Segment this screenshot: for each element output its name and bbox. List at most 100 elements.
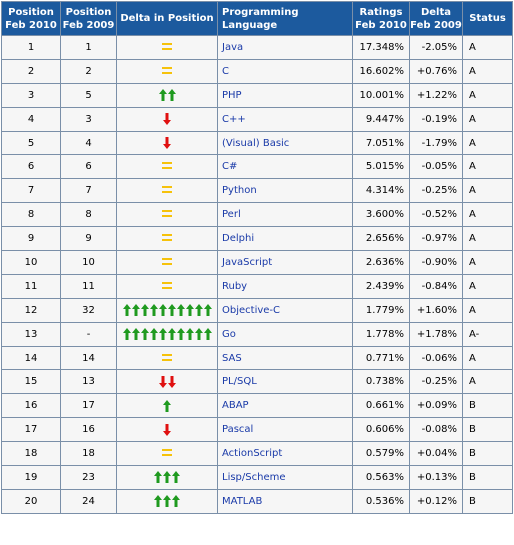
position-2009-cell: 6 [61,155,116,179]
language-link[interactable]: Python [218,179,352,203]
position-2009-cell: - [61,322,116,346]
language-ranking-table: Position Feb 2010 Position Feb 2009 Delt… [1,1,513,514]
position-2010-cell: 15 [2,370,60,394]
delta-cell: +0.12% [410,489,462,513]
status-cell: A [463,59,512,83]
position-2009-cell: 3 [61,107,116,131]
header-ratings[interactable]: Ratings Feb 2010 [353,2,409,35]
language-link[interactable]: Java [218,36,352,59]
up-arrow-icon [140,328,149,341]
status-cell: B [463,394,512,418]
table-row: 6 6 C# 5.015% -0.05% A [2,155,512,179]
rating-cell: 16.602% [353,59,409,83]
position-2010-cell: 10 [2,251,60,274]
header-delta-2009[interactable]: Delta Feb 2009 [410,2,462,35]
delta-cell: +0.13% [410,466,462,489]
language-link[interactable]: Lisp/Scheme [218,466,352,489]
up-arrow-icon [163,495,171,508]
position-2009-cell: 32 [61,298,116,322]
delta-cell: +1.78% [410,322,462,346]
up-arrow-icon [149,328,158,341]
language-link[interactable]: Objective-C [218,298,352,322]
up-arrow-icon [185,328,194,341]
table-row: 13- Go 1.778% +1.78% A- [2,322,512,346]
position-2009-cell: 11 [61,274,116,298]
rating-cell: 3.600% [353,203,409,227]
up-arrows-icon [163,399,171,412]
up-arrow-icon [122,328,131,341]
status-cell: A [463,346,512,370]
delta-position-cell [117,418,217,442]
position-2009-cell: 8 [61,203,116,227]
up-arrow-icon [158,89,167,102]
language-link[interactable]: Delphi [218,227,352,251]
position-2009-cell: 5 [61,83,116,107]
language-link[interactable]: JavaScript [218,251,352,274]
header-status[interactable]: Status [463,2,512,35]
delta-position-cell [117,107,217,131]
language-link[interactable]: PL/SQL [218,370,352,394]
position-2010-cell: 11 [2,274,60,298]
delta-position-cell [117,227,217,251]
up-arrow-icon [149,304,158,317]
equal-icon [162,258,172,266]
delta-cell: -0.05% [410,155,462,179]
language-link[interactable]: C [218,59,352,83]
table-row: 8 8 Perl 3.600% -0.52% A [2,203,512,227]
position-2009-cell: 24 [61,489,116,513]
up-arrow-icon [185,304,194,317]
status-cell: B [463,442,512,466]
language-link[interactable]: Pascal [218,418,352,442]
up-arrow-icon [172,495,180,508]
language-link[interactable]: C++ [218,107,352,131]
position-2010-cell: 17 [2,418,60,442]
language-link[interactable]: Go [218,322,352,346]
status-cell: A [463,251,512,274]
equal-icon [162,210,172,218]
header-position-2010[interactable]: Position Feb 2010 [2,2,60,35]
position-2009-cell: 2 [61,59,116,83]
language-link[interactable]: Ruby [218,274,352,298]
rating-cell: 0.606% [353,418,409,442]
status-cell: A [463,83,512,107]
language-link[interactable]: SAS [218,346,352,370]
equal-icon [162,67,172,75]
position-2009-cell: 14 [61,346,116,370]
position-2010-cell: 6 [2,155,60,179]
status-cell: A [463,227,512,251]
status-cell: B [463,466,512,489]
rating-cell: 2.656% [353,227,409,251]
language-link[interactable]: PHP [218,83,352,107]
delta-cell: -2.05% [410,36,462,59]
rating-cell: 10.001% [353,83,409,107]
status-cell: A [463,298,512,322]
header-position-2009[interactable]: Position Feb 2009 [61,2,116,35]
up-arrow-icon [203,328,212,341]
delta-position-cell [117,442,217,466]
table-row: 4 3 C++ 9.447% -0.19% A [2,107,512,131]
up-arrow-icon [140,304,149,317]
delta-cell: +1.60% [410,298,462,322]
down-arrow-icon [167,375,176,388]
status-cell: A [463,36,512,59]
language-link[interactable]: (Visual) Basic [218,131,352,155]
header-status-label: Status [469,13,506,24]
language-link[interactable]: ActionScript [218,442,352,466]
language-link[interactable]: Perl [218,203,352,227]
table-row: 12 32 Objective-C 1.779% +1.60% A [2,298,512,322]
table-row: 5 4 (Visual) Basic 7.051% -1.79% A [2,131,512,155]
delta-cell: -0.06% [410,346,462,370]
position-2010-cell: 19 [2,466,60,489]
language-link[interactable]: C# [218,155,352,179]
header-ratings-label: Ratings Feb 2010 [355,6,407,31]
header-language-label: Programming Language [222,6,299,31]
language-link[interactable]: MATLAB [218,489,352,513]
up-arrow-icon [131,328,140,341]
position-2010-cell: 18 [2,442,60,466]
header-delta-position-label: Delta in Position [120,13,214,24]
header-language[interactable]: Programming Language [218,2,352,35]
position-2009-cell: 16 [61,418,116,442]
up-arrow-icon [158,304,167,317]
header-delta-position[interactable]: Delta in Position [117,2,217,35]
language-link[interactable]: ABAP [218,394,352,418]
